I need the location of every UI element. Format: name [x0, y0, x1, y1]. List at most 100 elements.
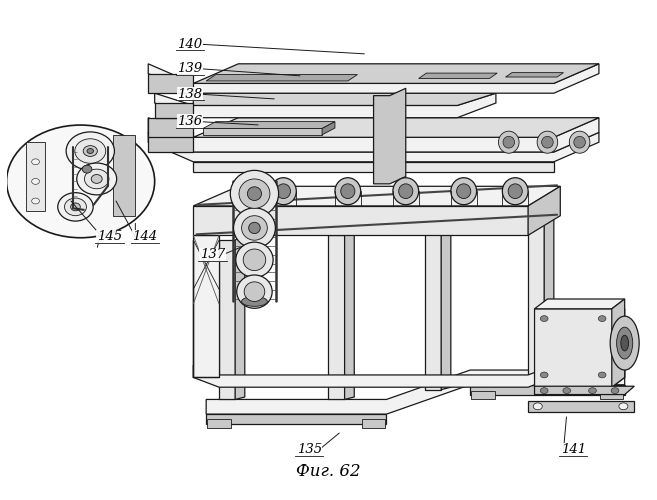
- Polygon shape: [235, 233, 245, 400]
- Polygon shape: [154, 93, 496, 118]
- Polygon shape: [528, 223, 544, 382]
- Ellipse shape: [83, 146, 97, 156]
- Ellipse shape: [231, 170, 279, 217]
- Ellipse shape: [75, 139, 106, 164]
- Polygon shape: [193, 186, 560, 206]
- Polygon shape: [193, 64, 599, 84]
- Ellipse shape: [58, 192, 93, 221]
- Polygon shape: [322, 122, 335, 135]
- Circle shape: [32, 159, 39, 164]
- Ellipse shape: [82, 165, 92, 173]
- Circle shape: [32, 178, 39, 184]
- Text: 137: 137: [200, 248, 225, 262]
- Polygon shape: [193, 118, 599, 138]
- Ellipse shape: [537, 131, 558, 153]
- Ellipse shape: [570, 131, 590, 153]
- Polygon shape: [148, 118, 599, 152]
- Ellipse shape: [71, 203, 80, 211]
- Ellipse shape: [541, 136, 553, 148]
- Polygon shape: [472, 390, 495, 400]
- Polygon shape: [148, 118, 193, 138]
- Polygon shape: [219, 240, 235, 400]
- Polygon shape: [193, 236, 219, 378]
- Polygon shape: [148, 132, 193, 152]
- Text: 145: 145: [97, 230, 122, 243]
- Polygon shape: [544, 216, 554, 382]
- Text: 139: 139: [177, 62, 202, 75]
- Circle shape: [32, 198, 39, 204]
- Polygon shape: [328, 236, 344, 400]
- Text: 144: 144: [133, 230, 158, 243]
- Polygon shape: [148, 74, 193, 93]
- Ellipse shape: [574, 136, 585, 148]
- Polygon shape: [441, 223, 451, 390]
- Text: 135: 135: [296, 444, 322, 456]
- Ellipse shape: [335, 178, 361, 204]
- Circle shape: [7, 125, 154, 238]
- Ellipse shape: [503, 178, 528, 204]
- Ellipse shape: [451, 178, 476, 204]
- Polygon shape: [208, 419, 231, 428]
- Ellipse shape: [341, 184, 355, 198]
- Ellipse shape: [508, 184, 522, 198]
- Ellipse shape: [248, 187, 261, 200]
- Polygon shape: [535, 299, 625, 309]
- Polygon shape: [206, 370, 625, 414]
- Polygon shape: [528, 186, 560, 236]
- Ellipse shape: [239, 179, 270, 208]
- Text: 141: 141: [560, 444, 586, 456]
- Text: 136: 136: [177, 115, 202, 128]
- Polygon shape: [193, 93, 496, 106]
- Circle shape: [589, 388, 597, 394]
- Polygon shape: [193, 206, 528, 236]
- Ellipse shape: [277, 184, 290, 198]
- Text: 140: 140: [177, 38, 202, 51]
- Ellipse shape: [271, 178, 296, 204]
- Polygon shape: [535, 309, 625, 387]
- Text: 138: 138: [177, 88, 202, 101]
- Ellipse shape: [503, 136, 514, 148]
- Polygon shape: [505, 72, 564, 77]
- Ellipse shape: [242, 216, 267, 240]
- Circle shape: [533, 403, 542, 409]
- Ellipse shape: [617, 327, 633, 359]
- Ellipse shape: [499, 131, 519, 153]
- Ellipse shape: [87, 148, 93, 154]
- Ellipse shape: [91, 174, 102, 184]
- Ellipse shape: [610, 316, 639, 370]
- Polygon shape: [203, 128, 322, 135]
- Polygon shape: [203, 122, 335, 128]
- Ellipse shape: [393, 178, 419, 204]
- Ellipse shape: [237, 275, 272, 308]
- Ellipse shape: [85, 169, 109, 188]
- Polygon shape: [206, 414, 386, 424]
- Ellipse shape: [236, 242, 273, 278]
- Polygon shape: [362, 419, 385, 428]
- Polygon shape: [374, 88, 406, 184]
- Polygon shape: [600, 390, 623, 400]
- Circle shape: [540, 372, 548, 378]
- Ellipse shape: [242, 296, 267, 306]
- Ellipse shape: [66, 132, 114, 170]
- Polygon shape: [26, 142, 45, 211]
- Polygon shape: [535, 386, 634, 394]
- Ellipse shape: [244, 282, 265, 302]
- Circle shape: [619, 403, 628, 409]
- Polygon shape: [425, 230, 441, 390]
- Polygon shape: [612, 299, 625, 387]
- Ellipse shape: [243, 249, 265, 270]
- Polygon shape: [344, 228, 354, 400]
- Ellipse shape: [64, 198, 87, 216]
- Polygon shape: [154, 103, 193, 118]
- Circle shape: [540, 316, 548, 322]
- Polygon shape: [470, 385, 625, 394]
- Polygon shape: [528, 401, 634, 411]
- Ellipse shape: [233, 208, 275, 248]
- Ellipse shape: [457, 184, 471, 198]
- Ellipse shape: [399, 184, 413, 198]
- Circle shape: [540, 388, 548, 394]
- Ellipse shape: [621, 336, 629, 351]
- Circle shape: [563, 388, 570, 394]
- Polygon shape: [206, 74, 357, 81]
- Circle shape: [599, 316, 606, 322]
